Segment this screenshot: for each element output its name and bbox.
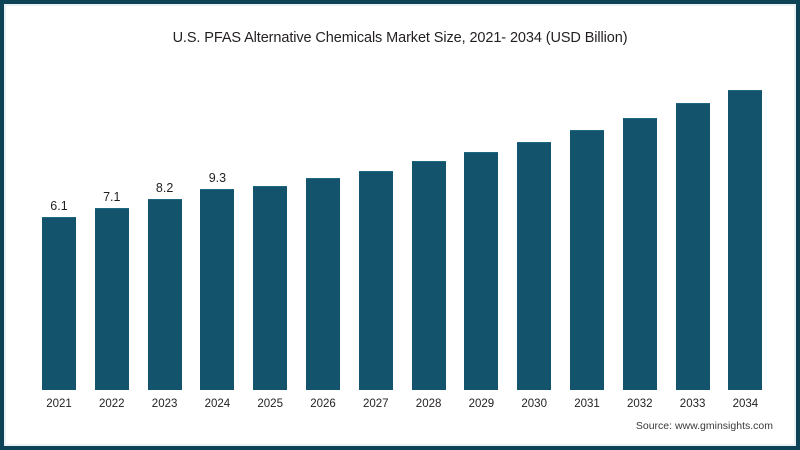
- bar[interactable]: [94, 208, 129, 390]
- bar-group[interactable]: [358, 170, 393, 390]
- bar[interactable]: [253, 186, 288, 390]
- bar-group[interactable]: [622, 117, 657, 390]
- bar-group[interactable]: 6.1: [42, 199, 76, 390]
- bar[interactable]: [306, 178, 340, 390]
- bar-group[interactable]: [570, 130, 604, 390]
- x-axis-tick-label: 2023: [151, 398, 178, 410]
- bar[interactable]: [42, 217, 76, 390]
- bar-group[interactable]: [728, 89, 763, 390]
- x-axis-tick-label: 2021: [46, 398, 72, 410]
- bar-value-label: 8.2: [155, 180, 174, 195]
- bar-group[interactable]: [306, 178, 340, 390]
- x-axis: 2021 2022 2023 2024 2025 2026 2027 2028 2029 2030…: [0, 398, 800, 418]
- x-axis-tick-label: 2026: [310, 398, 336, 410]
- source-caption: Source: www.gminsights.com: [635, 420, 773, 432]
- bar-group[interactable]: 7.1: [94, 190, 129, 390]
- bar-group[interactable]: [517, 141, 552, 390]
- x-axis-tick-label: 2029: [468, 398, 495, 410]
- x-axis-tick-label: 2028: [415, 398, 442, 410]
- x-axis-tick-label: 2031: [574, 398, 600, 410]
- bar-value-label: 7.1: [103, 190, 121, 205]
- bar-value-label: 9.3: [208, 170, 227, 185]
- x-axis-tick-label: 2027: [363, 398, 389, 410]
- bar[interactable]: [622, 117, 657, 390]
- bar[interactable]: [570, 130, 604, 390]
- x-axis-tick-label: 2032: [627, 398, 653, 410]
- bar[interactable]: [358, 170, 393, 390]
- bar[interactable]: [464, 152, 499, 390]
- x-axis-tick-label: 2033: [679, 398, 706, 410]
- x-axis-tick-label: 2030: [521, 398, 547, 410]
- x-axis-tick-label: 2024: [204, 398, 231, 410]
- bar[interactable]: [200, 188, 235, 390]
- bar-group[interactable]: 8.2: [147, 181, 182, 390]
- bar-group[interactable]: [675, 102, 710, 390]
- bar[interactable]: [517, 141, 552, 390]
- bar-group[interactable]: 9.3: [200, 171, 235, 390]
- bar[interactable]: [728, 89, 763, 390]
- page-title: U.S. PFAS Alternative Chemicals Market S…: [172, 30, 628, 46]
- bar[interactable]: [675, 102, 710, 390]
- bar-group[interactable]: [411, 160, 446, 390]
- x-axis-tick-label: 2025: [257, 398, 283, 410]
- x-axis-tick-label: 2034: [732, 398, 759, 410]
- bar[interactable]: [411, 160, 446, 390]
- bar[interactable]: [147, 198, 182, 390]
- bar-group[interactable]: [253, 186, 288, 390]
- bar-value-label: 6.1: [50, 199, 68, 214]
- x-axis-tick-label: 2022: [99, 398, 125, 410]
- bar-group[interactable]: [464, 152, 499, 390]
